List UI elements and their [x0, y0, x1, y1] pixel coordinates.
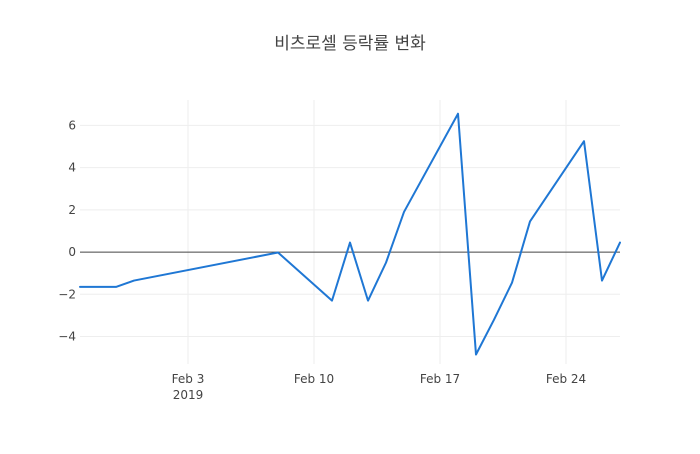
y-tick-label: 0 — [68, 245, 76, 259]
series-layer — [79, 112, 621, 356]
x-tick-label: Feb 24 — [546, 372, 586, 386]
series-line — [79, 112, 621, 356]
x-tick-label: Feb 17 — [420, 372, 460, 386]
y-axis-ticks: 6 4 2 0 −2 −4 — [58, 118, 76, 343]
gridlines — [80, 100, 620, 364]
y-tick-label: 6 — [68, 118, 76, 132]
y-tick-label: −4 — [58, 330, 76, 344]
y-tick-label: 2 — [68, 203, 76, 217]
y-tick-label: −2 — [58, 287, 76, 301]
x-axis-ticks: Feb 3 2019 Feb 10 Feb 17 Feb 24 — [172, 372, 587, 402]
x-tick-sublabel: 2019 — [173, 388, 204, 402]
y-tick-label: 4 — [68, 161, 76, 175]
x-tick-label: Feb 10 — [294, 372, 334, 386]
chart-title: 비츠로셀 등락률 변화 — [274, 34, 426, 54]
x-tick-label: Feb 3 — [172, 372, 205, 386]
